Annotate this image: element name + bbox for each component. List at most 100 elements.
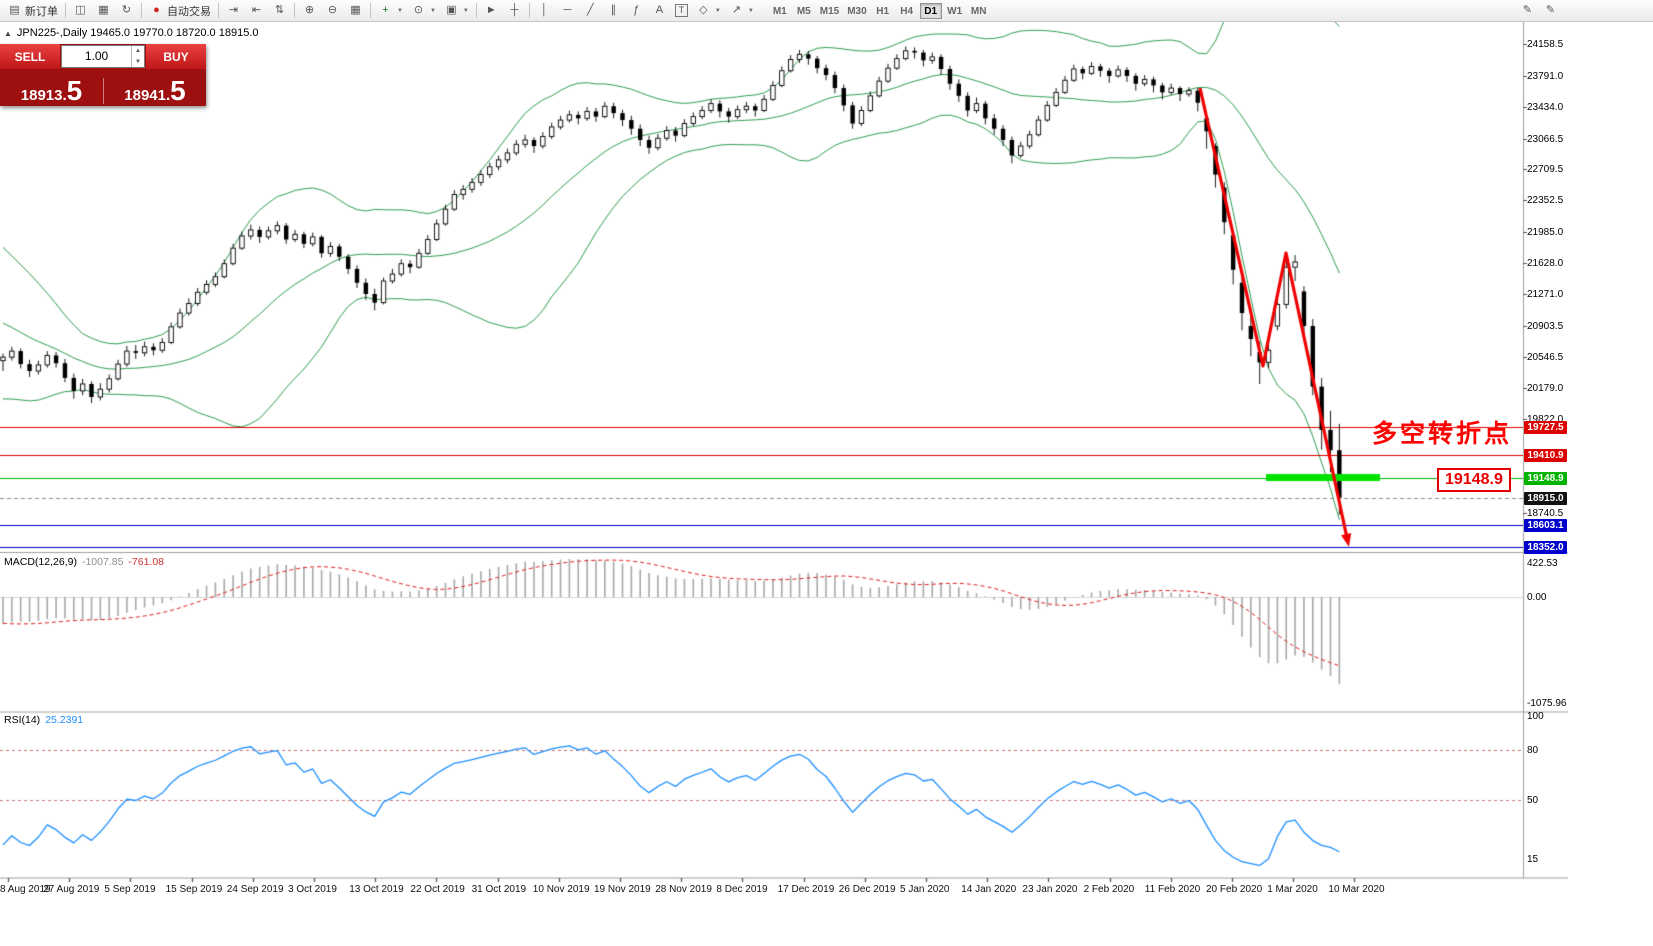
trendline-icon[interactable]: ╱ — [579, 2, 602, 20]
timeframe-mn[interactable]: MN — [970, 5, 987, 17]
sell-button[interactable]: SELL — [0, 44, 60, 69]
volume-input[interactable]: 1.00 ▲ ▼ — [61, 45, 145, 68]
text-label-icon: T — [674, 4, 688, 17]
timeframe-m5[interactable]: M5 — [796, 5, 811, 17]
toolbar-separator — [218, 3, 219, 18]
period-selector-caret-icon: ▼ — [429, 7, 436, 14]
zoom-in-icon: ⊕ — [304, 4, 315, 16]
toolbar-separator — [528, 3, 530, 18]
zoom-in-icon[interactable]: ⊕ — [298, 2, 321, 20]
buy-button[interactable]: BUY — [146, 44, 206, 69]
period-selector-icon[interactable]: ⊙ ▼ — [407, 2, 440, 20]
toolbar-separator — [294, 3, 295, 18]
charts-icon[interactable]: ◫ — [69, 2, 92, 20]
toolbar-right-icons: ✎ ✎ — [1516, 2, 1562, 20]
crosshair-icon: ┼ — [510, 4, 519, 16]
volume-up-icon[interactable]: ▲ — [135, 48, 141, 54]
vertical-line-icon: │ — [540, 4, 548, 16]
chart-shift-icon: ⇥ — [228, 4, 239, 16]
indicator-edit-icon[interactable]: ✎ — [1516, 2, 1539, 20]
scale-toggle-icon: ⇅ — [274, 4, 285, 16]
toolbar-separator — [475, 3, 477, 18]
indicator-edit-glyph: ✎ — [1522, 4, 1533, 16]
price-chart-canvas[interactable] — [0, 22, 1568, 946]
buy-price: 18941. 5 — [103, 75, 206, 106]
object-edit-icon[interactable]: ✎ — [1539, 2, 1562, 20]
timeframe-bar: M1 M5 M15 M30 H1 H4 D1 W1 MN — [768, 2, 991, 19]
trendline-icon: ╱ — [587, 4, 594, 16]
horizontal-line-icon: ─ — [563, 4, 572, 16]
equidistant-channel-icon: ∥ — [610, 4, 617, 16]
charts-icon: ◫ — [75, 4, 86, 16]
timeframe-m15[interactable]: M15 — [819, 5, 840, 17]
arrow-tools-icon: ↗ — [731, 4, 741, 16]
new-order-icon: ▤ — [9, 4, 20, 16]
shapes-icon[interactable]: ◇ ▼ — [692, 2, 725, 20]
text-label-icon[interactable]: T — [671, 2, 692, 20]
new-order-label: 新订单 — [25, 5, 58, 18]
zoom-out-icon: ⊖ — [327, 4, 338, 16]
toolbar-separator — [65, 3, 66, 18]
text-icon[interactable]: A — [648, 2, 671, 20]
tile-windows-icon: ▦ — [350, 4, 361, 16]
zoom-out-icon[interactable]: ⊖ — [321, 2, 344, 20]
shapes-caret-icon: ▼ — [714, 7, 721, 14]
sell-price-big: 5 — [66, 75, 83, 106]
shapes-icon: ◇ — [699, 4, 708, 16]
autotrading-button[interactable]: ● 自动交易 — [145, 2, 215, 20]
fibonacci-retracement-icon: ƒ — [633, 4, 640, 16]
text-icon: A — [655, 4, 664, 16]
autotrading-label: 自动交易 — [167, 5, 211, 18]
volume-value[interactable]: 1.00 — [84, 49, 109, 63]
horizontal-line-icon[interactable]: ─ — [556, 2, 579, 20]
buy-price-base: 18941. — [124, 87, 171, 104]
volume-spinner: ▲ ▼ — [131, 46, 144, 67]
support-price-callout[interactable]: 19148.9 — [1437, 468, 1511, 492]
refresh-icon[interactable]: ↻ — [115, 2, 138, 20]
sell-price: 18913. 5 — [0, 75, 103, 106]
timeframe-h4[interactable]: H4 — [900, 5, 914, 17]
arrow-tools-caret-icon: ▼ — [747, 7, 754, 14]
new-chart-icon[interactable]: + ▼ — [374, 2, 407, 20]
volume-down-icon[interactable]: ▼ — [135, 58, 141, 65]
timeframe-m1[interactable]: M1 — [772, 5, 787, 17]
bid-ask-display: 18913. 5 18941. 5 — [0, 69, 206, 106]
template-selector-icon: ▣ — [446, 4, 457, 16]
refresh-icon: ↻ — [121, 4, 132, 16]
chart-shift-icon[interactable]: ⇥ — [222, 2, 245, 20]
fibonacci-retracement-icon[interactable]: ƒ — [625, 2, 648, 20]
crosshair-icon[interactable]: ┼ — [503, 2, 526, 20]
timeframe-m30[interactable]: M30 — [847, 5, 867, 17]
cursor-icon[interactable]: ► — [480, 2, 503, 20]
one-click-toggle-icon[interactable]: ▲ — [4, 28, 12, 38]
toolbar: ▤ 新订单 ◫ ▦ ↻ ● 自动交易 ⇥ ⇤ ⇅ ⊕ ⊖ ▦ + ▼ ⊙ ▼ ▣ ▼ ► ┼ │ ─ ╱ ∥ ƒ A T ◇ ▼ ↗ ▼ M1… — [0, 0, 1653, 22]
buy-price-big: 5 — [170, 75, 186, 106]
period-selector-icon: ⊙ — [413, 4, 424, 16]
template-selector-caret-icon: ▼ — [462, 7, 469, 14]
vertical-line-icon[interactable]: │ — [533, 2, 556, 20]
timeframe-d1[interactable]: D1 — [919, 2, 942, 19]
toolbar-icons: ▤ 新订单 ◫ ▦ ↻ ● 自动交易 ⇥ ⇤ ⇅ ⊕ ⊖ ▦ + ▼ ⊙ ▼ ▣ ▼ ► ┼ │ ─ ╱ ∥ ƒ A T ◇ ▼ ↗ ▼ — [3, 2, 758, 20]
tile-windows-icon[interactable]: ▦ — [344, 2, 367, 20]
object-edit-glyph: ✎ — [1545, 4, 1556, 16]
chart-symbol-line: ▲ JPN225-,Daily 19465.0 19770.0 18720.0 … — [4, 27, 259, 39]
turning-point-annotation[interactable]: 多空转折点 — [1372, 420, 1513, 448]
market-watch-icon: ▦ — [98, 4, 109, 16]
new-order-button[interactable]: ▤ 新订单 — [3, 2, 62, 20]
timeframe-w1[interactable]: W1 — [947, 5, 963, 17]
scale-toggle-icon[interactable]: ⇅ — [268, 2, 291, 20]
autotrading-icon: ● — [153, 4, 160, 16]
equidistant-channel-icon[interactable]: ∥ — [602, 2, 625, 20]
arrow-tools-icon[interactable]: ↗ ▼ — [725, 2, 758, 20]
symbol-ohlc-text: JPN225-,Daily 19465.0 19770.0 18720.0 18… — [16, 27, 259, 39]
timeframe-h1[interactable]: H1 — [876, 5, 890, 17]
auto-scroll-icon[interactable]: ⇤ — [245, 2, 268, 20]
one-click-trading-panel: SELL 1.00 ▲ ▼ BUY 18913. 5 18941. 5 — [0, 44, 206, 106]
new-chart-icon: + — [382, 4, 389, 16]
template-selector-icon[interactable]: ▣ ▼ — [440, 2, 473, 20]
toolbar-separator — [141, 3, 142, 18]
toolbar-separator — [370, 3, 371, 18]
new-chart-caret-icon: ▼ — [397, 7, 403, 14]
market-watch-icon[interactable]: ▦ — [92, 2, 115, 20]
